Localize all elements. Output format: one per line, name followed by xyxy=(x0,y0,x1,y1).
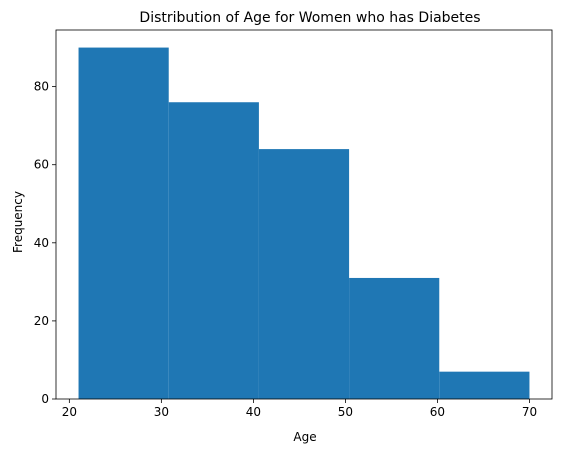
histogram-bar xyxy=(168,102,259,399)
histogram-bar xyxy=(258,149,350,399)
histogram-bar xyxy=(439,371,530,399)
x-tick-label: 40 xyxy=(246,405,261,419)
histogram-bar xyxy=(78,47,169,399)
x-tick-label: 20 xyxy=(62,405,77,419)
y-tick-label: 40 xyxy=(34,236,49,250)
x-axis-ticks: 20 30 40 50 60 70 xyxy=(62,399,537,419)
y-axis-label: Frequency xyxy=(11,191,25,253)
x-tick-label: 30 xyxy=(154,405,169,419)
y-tick-label: 0 xyxy=(41,392,49,406)
x-tick-label: 70 xyxy=(522,405,537,419)
y-tick-label: 20 xyxy=(34,314,49,328)
y-tick-label: 60 xyxy=(34,158,49,172)
x-axis-label: Age xyxy=(293,430,316,444)
chart-title: Distribution of Age for Women who has Di… xyxy=(139,10,480,26)
y-axis-ticks: 0 20 40 60 80 xyxy=(34,80,56,406)
bars-group xyxy=(78,47,530,399)
histogram-bar xyxy=(349,277,440,399)
x-tick-label: 50 xyxy=(338,405,353,419)
x-tick-label: 60 xyxy=(430,405,445,419)
y-tick-label: 80 xyxy=(34,80,49,94)
plot-frame xyxy=(55,29,553,400)
